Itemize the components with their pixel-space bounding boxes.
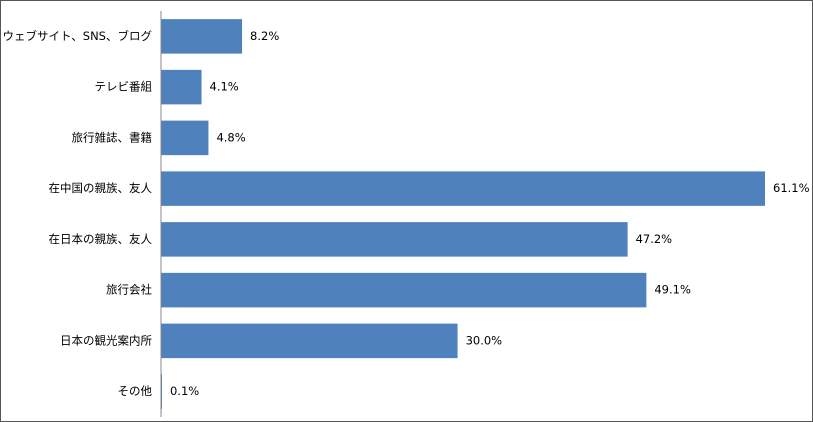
bar (161, 222, 628, 257)
data-label: 49.1% (654, 283, 691, 297)
y-tick-label: ウェブサイト、SNS、ブログ (3, 29, 153, 43)
y-tick-label: 日本の観光案内所 (60, 333, 152, 347)
data-label: 4.8% (216, 130, 245, 144)
bar (161, 19, 243, 54)
data-label: 8.2% (250, 29, 279, 43)
data-label: 4.1% (210, 80, 239, 94)
data-label: 47.2% (636, 232, 673, 246)
y-tick-label: 在中国の親族、友人 (49, 181, 153, 195)
y-tick-label: 旅行雑誌、書籍 (72, 130, 153, 144)
data-label: 0.1% (170, 384, 199, 398)
bar (161, 69, 202, 105)
y-tick-label: テレビ番組 (95, 80, 153, 94)
y-tick-label: 旅行会社 (106, 283, 152, 297)
bar (161, 272, 647, 308)
bar (161, 171, 765, 206)
bar (161, 120, 209, 156)
bar (161, 323, 458, 359)
y-tick-label: その他 (118, 384, 153, 398)
y-tick-label: 在日本の親族、友人 (49, 232, 153, 246)
data-label: 30.0% (466, 333, 503, 347)
data-label: 61.1% (773, 181, 810, 195)
